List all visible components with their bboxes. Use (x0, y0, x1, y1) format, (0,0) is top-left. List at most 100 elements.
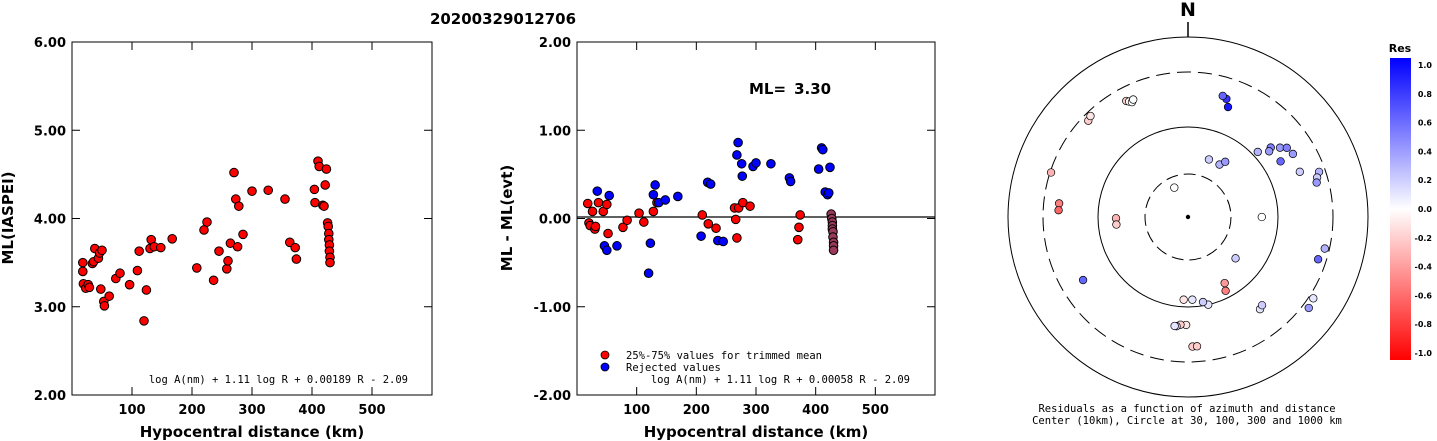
legend-label-trimmed: 25%-75% values for trimmed mean (626, 350, 822, 362)
data-point (823, 188, 834, 198)
station-point (1264, 147, 1274, 156)
data-point (590, 221, 601, 232)
data-point (795, 210, 805, 220)
colorbar-label: -0.6 (1415, 291, 1433, 300)
y-axis-label: ML - ML(evt) (498, 165, 516, 271)
data-point (97, 245, 107, 256)
station-point (1257, 212, 1266, 222)
data-point (263, 185, 274, 196)
station-point (1112, 220, 1121, 229)
station-point (1295, 167, 1304, 176)
formula-label: log A(nm) + 1.11 log R + 0.00189 R - 2.0… (149, 374, 408, 386)
data-point (673, 191, 683, 202)
data-point (794, 222, 804, 233)
center-marker (1185, 214, 1191, 220)
y-axis-label: ML(IASPEI) (0, 171, 17, 264)
station-point (1198, 297, 1208, 307)
data-point (785, 176, 796, 187)
data-point (818, 144, 828, 155)
data-point (115, 268, 125, 279)
y-tick-label: -1.00 (534, 301, 571, 316)
y-tick-label: 1.00 (539, 124, 571, 139)
colorbar-label: 1.0 (1418, 61, 1433, 70)
data-point (223, 256, 233, 266)
colorbar-label: 0.2 (1418, 176, 1432, 185)
station-point (1054, 206, 1063, 215)
x-tick-label: 400 (802, 403, 829, 418)
data-point (736, 158, 747, 169)
y-tick-label: -2.00 (534, 389, 571, 404)
x-tick-label: 300 (238, 403, 265, 418)
data-point (643, 268, 654, 279)
data-point (634, 208, 644, 219)
residual-colorbar: Res 1.0 0.8 0.6 0.4 0.2 0.0 -0.2 -0.4 -0.6 -0.8 -1… (1389, 42, 1433, 360)
colorbar-label: -0.4 (1415, 263, 1433, 272)
data-point (602, 199, 612, 210)
colorbar-scale (1390, 58, 1411, 360)
data-point (167, 233, 177, 244)
data-point (648, 189, 659, 200)
data-point (602, 245, 612, 256)
data-point (603, 228, 613, 239)
x-axis-ticks: 100 200 300 400 500 (118, 42, 386, 418)
data-point (696, 231, 706, 241)
data-point (208, 275, 219, 286)
data-points (78, 156, 335, 326)
data-point (737, 171, 748, 181)
x-tick-label: 500 (862, 403, 889, 418)
station-point (1170, 321, 1179, 331)
data-point (291, 254, 302, 264)
data-point (134, 246, 144, 256)
legend: 25%-75% values for trimmed mean Rejected… (600, 350, 822, 374)
data-point (732, 233, 742, 243)
colorbar-label: 0.8 (1418, 90, 1433, 99)
data-point (310, 197, 320, 208)
data-point (792, 234, 803, 245)
formula-label: log A(nm) + 1.11 log R + 0.00058 R - 2.0… (651, 374, 910, 386)
data-point (104, 291, 114, 301)
station-point (1086, 111, 1095, 121)
data-point (825, 162, 835, 173)
x-tick-label: 100 (118, 403, 145, 418)
data-point (813, 164, 824, 174)
data-point (156, 242, 166, 253)
event-title: 20200329012706 (430, 10, 576, 28)
station-point (1188, 295, 1197, 304)
x-axis-label: Hypocentral distance (km) (140, 423, 365, 441)
station-point (1221, 157, 1230, 166)
caption-line-2: Center (10km), Circle at 30, 100, 300 an… (1032, 415, 1342, 427)
y-tick-label: 2.00 (539, 36, 571, 51)
north-label: N (1180, 0, 1196, 21)
data-point (229, 167, 239, 178)
colorbar-label: 0.6 (1418, 119, 1433, 128)
y-tick-label: 5.00 (34, 124, 66, 139)
data-point (280, 194, 290, 204)
data-point (697, 210, 708, 220)
data-point (711, 223, 721, 234)
ml-label-text: ML= (749, 80, 786, 98)
station-point (1046, 168, 1056, 177)
data-point (592, 186, 603, 196)
x-tick-label: 100 (623, 403, 650, 418)
station-point (1192, 342, 1202, 351)
data-point (320, 180, 331, 190)
circle-300km (1042, 71, 1334, 363)
station-point (1129, 95, 1138, 104)
data-point (199, 225, 209, 235)
circle-1000km (1007, 36, 1369, 398)
data-point (582, 198, 593, 209)
data-point (192, 263, 202, 273)
data-point (660, 195, 671, 205)
data-point (648, 206, 659, 217)
data-point (238, 229, 248, 240)
azimuth-distance-panel: N Residuals as a function of azimuth and… (1007, 0, 1369, 427)
station-points (1046, 91, 1329, 351)
data-point (639, 217, 649, 227)
data-point (321, 164, 332, 174)
ml-value: 3.30 (794, 80, 831, 98)
data-point (645, 238, 656, 249)
station-point (1276, 157, 1285, 166)
residual-panel: -2.00 -1.00 0.00 1.00 2.00 100 200 300 400 500 M… (498, 36, 936, 441)
y-axis-ticks: 2.00 3.00 4.00 5.00 6.00 (34, 36, 432, 404)
